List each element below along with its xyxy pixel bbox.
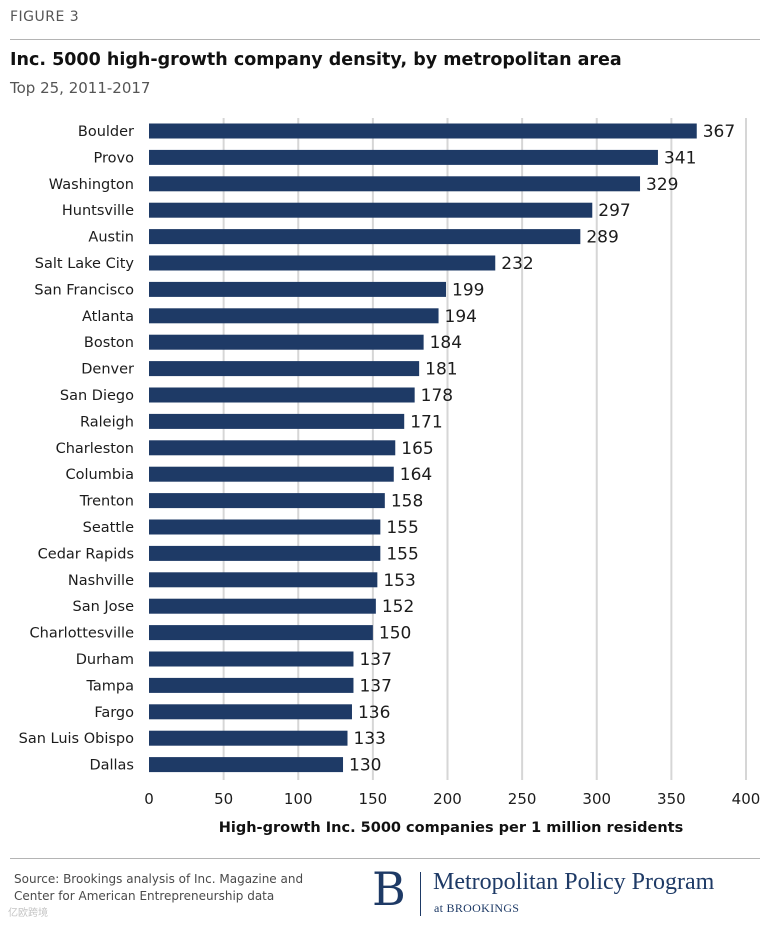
header-divider [10, 39, 760, 40]
category-label: Huntsville [62, 203, 134, 219]
program-subtitle: at BROOKINGS [434, 901, 520, 915]
x-tick-label: 50 [214, 790, 233, 808]
data-label: 194 [445, 307, 477, 327]
category-label: Provo [94, 150, 135, 166]
category-label: Charlottesville [30, 626, 135, 642]
category-label: Raleigh [80, 414, 134, 430]
category-label: Salt Lake City [35, 256, 135, 272]
bar [149, 730, 348, 746]
bar [149, 334, 424, 350]
category-label: Fargo [94, 705, 134, 721]
footer-divider [10, 858, 760, 859]
data-label: 184 [430, 333, 462, 353]
data-label: 329 [646, 175, 678, 195]
category-label: San Francisco [34, 282, 134, 298]
bar-chart: Boulder 367 Provo 341 Washington 329 Huntsvill… [19, 118, 761, 836]
data-label: 171 [410, 412, 442, 432]
program-name: Metropolitan Policy Program [433, 869, 715, 895]
source-note: Source: Brookings analysis of Inc. Magaz… [14, 872, 304, 903]
data-label: 137 [359, 676, 391, 696]
data-label: 181 [425, 360, 457, 380]
bar [149, 704, 352, 720]
bar [149, 123, 697, 139]
data-label: 164 [400, 465, 432, 485]
bar [149, 466, 394, 482]
data-label: 232 [501, 254, 533, 274]
data-label: 137 [359, 650, 391, 670]
logo-divider [420, 872, 421, 916]
data-label: 150 [379, 624, 411, 644]
category-label: Dallas [89, 758, 134, 774]
data-label: 199 [452, 280, 484, 300]
x-axis-label: High-growth Inc. 5000 companies per 1 mi… [219, 820, 683, 836]
x-tick-label: 300 [582, 790, 611, 808]
data-label: 178 [421, 386, 453, 406]
category-label: San Diego [60, 388, 134, 404]
category-label: Austin [88, 230, 134, 246]
bar [149, 757, 344, 773]
data-label: 130 [349, 756, 381, 776]
x-tick-label: 150 [359, 790, 388, 808]
data-label: 158 [391, 492, 423, 512]
x-tick-label: 250 [508, 790, 537, 808]
data-label: 155 [386, 544, 418, 564]
bar [149, 493, 385, 509]
category-label: Columbia [66, 467, 134, 483]
data-label: 289 [586, 228, 618, 248]
data-label: 152 [382, 597, 414, 617]
data-label: 297 [598, 201, 630, 221]
bar [149, 229, 581, 245]
bar [149, 176, 641, 192]
bar [149, 361, 420, 377]
x-tick-label: 200 [433, 790, 462, 808]
data-label: 136 [358, 703, 390, 723]
category-label: San Jose [72, 599, 134, 615]
bar [149, 387, 415, 403]
x-tick-label: 350 [657, 790, 686, 808]
bar [149, 281, 447, 297]
category-label: Atlanta [82, 309, 134, 325]
watermark: 亿欧跨境 [8, 908, 48, 919]
x-tick-label: 400 [732, 790, 761, 808]
figure-label: FIGURE 3 [10, 9, 80, 25]
bar [149, 202, 593, 218]
category-label: Durham [76, 652, 134, 668]
bar [149, 149, 658, 165]
data-label: 153 [383, 571, 415, 591]
category-label: Charleston [56, 441, 134, 457]
category-label: Seattle [83, 520, 134, 536]
category-label: Washington [49, 177, 134, 193]
category-label: San Luis Obispo [19, 731, 134, 747]
bar [149, 625, 373, 641]
chart-subtitle: Top 25, 2011-2017 [10, 79, 151, 97]
data-label: 165 [401, 439, 433, 459]
bar [149, 677, 354, 693]
category-label: Tampa [85, 678, 134, 694]
data-label: 133 [354, 729, 386, 749]
chart-title: Inc. 5000 high-growth company density, b… [10, 50, 622, 70]
bar [149, 255, 496, 271]
category-label: Denver [81, 362, 134, 378]
data-label: 341 [664, 148, 696, 168]
x-tick-label: 0 [144, 790, 154, 808]
bar [149, 545, 381, 561]
bar [149, 651, 354, 667]
bar [149, 413, 405, 429]
bar [149, 572, 378, 588]
category-label: Boulder [78, 124, 134, 140]
category-label: Cedar Rapids [38, 546, 134, 562]
category-label: Nashville [68, 573, 134, 589]
brookings-b-logo: B [372, 862, 406, 916]
category-label: Boston [84, 335, 134, 351]
bar [149, 598, 376, 614]
bar [149, 440, 396, 456]
bar [149, 308, 439, 324]
category-label: Trenton [79, 494, 134, 510]
bar [149, 519, 381, 535]
data-label: 155 [386, 518, 418, 538]
data-label: 367 [703, 122, 735, 142]
x-tick-label: 100 [284, 790, 313, 808]
